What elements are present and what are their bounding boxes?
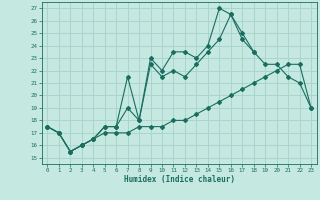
X-axis label: Humidex (Indice chaleur): Humidex (Indice chaleur) [124,175,235,184]
